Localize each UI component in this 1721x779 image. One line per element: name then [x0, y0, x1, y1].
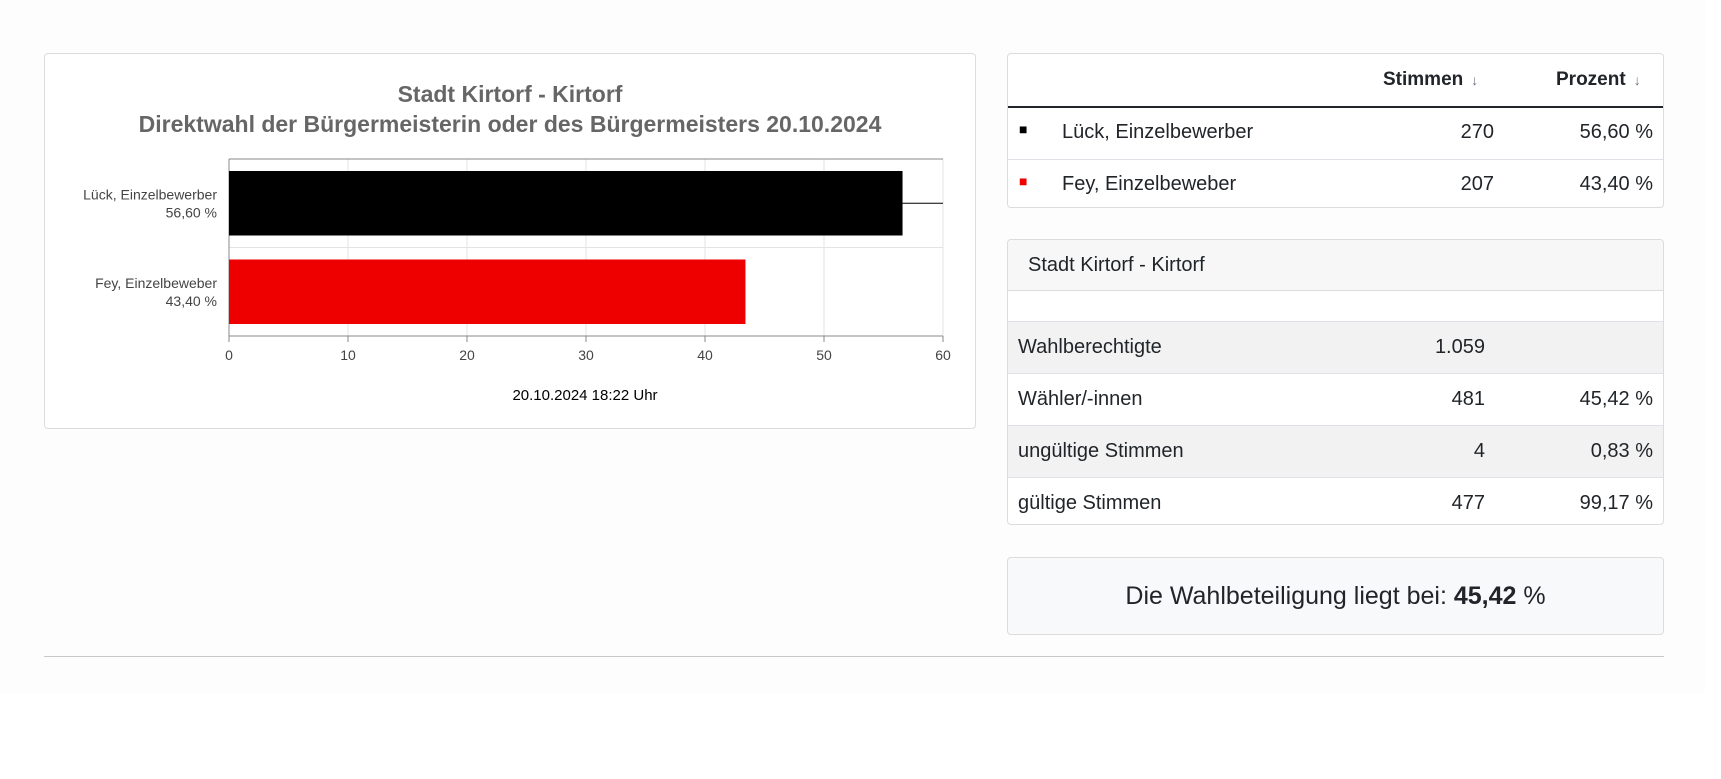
x-tick-label: 50: [816, 347, 832, 363]
turnout-box: Die Wahlbeteiligung liegt bei: 45,42 %: [1007, 557, 1664, 635]
candidates-table: Stimmen ↓ Prozent ↓ ■ Lück, Einzelbewerber…: [1007, 53, 1664, 208]
stat-value: 4: [1473, 440, 1485, 462]
turnout-prefix: Die Wahlbeteiligung liegt bei:: [1125, 582, 1454, 610]
chart-title: Stadt Kirtorf - Kirtorf: [398, 81, 623, 107]
candidate-color-marker: ■: [1019, 173, 1028, 189]
x-tick-label: 40: [697, 347, 713, 363]
stat-row: gültige Stimmen 477 99,17 %: [1008, 477, 1663, 524]
x-tick-label: 10: [340, 347, 356, 363]
chart-subtitle: Direktwahl der Bürgermeisterin oder des …: [139, 111, 882, 137]
x-tick-label: 0: [225, 347, 233, 363]
statistics-title-text: Stadt Kirtorf - Kirtorf: [1028, 254, 1205, 276]
stat-percent: 45,42 %: [1579, 388, 1653, 410]
sort-down-icon: ↓: [1633, 72, 1641, 88]
table-header: Stimmen ↓ Prozent ↓: [1008, 54, 1663, 108]
candidate-name: Lück, Einzelbewerber: [1062, 121, 1254, 143]
stat-percent: 0,83 %: [1590, 440, 1653, 462]
table-row: ■ Fey, Einzelbeweber 207 43,40 %: [1008, 160, 1663, 207]
candidate-name: Fey, Einzelbeweber: [1062, 173, 1237, 195]
bar[interactable]: [229, 259, 746, 325]
stat-row: Wahlberechtigte 1.059: [1008, 321, 1663, 373]
stat-label: Wähler/-innen: [1018, 388, 1143, 410]
bar-chart: Stadt Kirtorf - Kirtorf Direktwahl der B…: [83, 81, 951, 404]
turnout-suffix: %: [1516, 582, 1546, 610]
stimmen-header-label: Stimmen: [1383, 69, 1464, 90]
candidate-votes: 270: [1460, 121, 1494, 143]
x-tick-label: 30: [578, 347, 594, 363]
table-row: ■ Lück, Einzelbewerber 270 56,60 %: [1008, 108, 1663, 160]
stat-row: ungültige Stimmen 4 0,83 %: [1008, 425, 1663, 477]
stat-label: ungültige Stimmen: [1018, 440, 1184, 462]
category-label: Lück, Einzelbewerber: [83, 186, 217, 202]
bottom-divider: [44, 656, 1664, 657]
bar[interactable]: [229, 171, 903, 236]
turnout-value: 45,42: [1453, 582, 1517, 610]
sort-down-icon: ↓: [1471, 72, 1479, 88]
statistics-title: Stadt Kirtorf - Kirtorf: [1008, 240, 1663, 291]
stat-label: Wahlberechtigte: [1018, 336, 1162, 358]
stat-value: 481: [1451, 388, 1485, 410]
chart-card: Stadt Kirtorf - Kirtorf Direktwahl der B…: [44, 53, 976, 429]
x-tick-label: 60: [935, 347, 951, 363]
category-value-label: 43,40 %: [166, 293, 217, 309]
stat-value: 1.059: [1434, 336, 1485, 358]
chart-footer: 20.10.2024 18:22 Uhr: [512, 387, 657, 404]
stimmen-column-header[interactable]: Stimmen ↓: [1383, 69, 1478, 91]
category-value-label: 56,60 %: [166, 204, 217, 220]
x-tick-label: 20: [459, 347, 475, 363]
prozent-column-header[interactable]: Prozent ↓: [1556, 69, 1641, 91]
page: Stadt Kirtorf - Kirtorf Direktwahl der B…: [44, 53, 1664, 657]
candidate-votes: 207: [1460, 173, 1494, 195]
category-label: Fey, Einzelbeweber: [95, 275, 217, 291]
stat-label: gültige Stimmen: [1018, 492, 1162, 514]
prozent-header-label: Prozent: [1556, 69, 1626, 90]
stat-row: Wähler/-innen 481 45,42 %: [1008, 373, 1663, 425]
stat-value: 477: [1451, 492, 1485, 514]
stat-percent: 99,17 %: [1579, 492, 1653, 514]
candidate-percent: 56,60 %: [1579, 121, 1653, 143]
candidate-color-marker: ■: [1019, 121, 1028, 137]
candidate-percent: 43,40 %: [1579, 173, 1653, 195]
statistics-card: Stadt Kirtorf - Kirtorf Wahlberechtigte …: [1007, 239, 1664, 525]
